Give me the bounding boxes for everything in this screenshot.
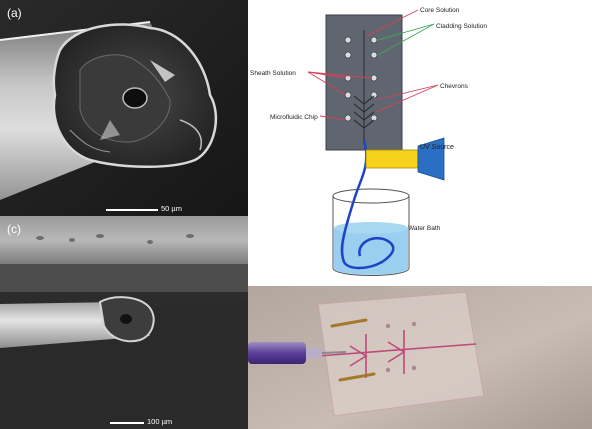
label-water-bath: Water Bath bbox=[408, 225, 441, 232]
sem-side-view-drawing bbox=[0, 216, 248, 429]
panel-letter-c: (c) bbox=[7, 222, 21, 236]
scale-bar-c bbox=[110, 422, 144, 424]
beaker-outline bbox=[332, 196, 410, 276]
label-uv-source: UV Source bbox=[420, 144, 454, 151]
sem-cross-section-drawing bbox=[0, 0, 248, 216]
label-core-solution: Core Solution bbox=[420, 7, 460, 14]
label-cladding-solution: Cladding Solution bbox=[436, 23, 487, 30]
scale-label-c: 100 µm bbox=[147, 417, 173, 426]
syringe-icon bbox=[248, 342, 306, 364]
water-fill bbox=[334, 228, 408, 275]
uv-source-body bbox=[365, 149, 419, 169]
panel-letter-a: (a) bbox=[7, 6, 22, 20]
label-microfluidic-chip: Microfluidic Chip bbox=[270, 114, 318, 121]
scale-label-a: 50 µm bbox=[161, 204, 182, 213]
microfluidic-schematic: Core Solution Cladding Solution Sheath S… bbox=[248, 0, 592, 286]
label-sheath-solution: Sheath Solution bbox=[250, 70, 296, 77]
scale-bar-a bbox=[106, 209, 158, 211]
label-chevrons: Chevrons bbox=[440, 83, 469, 90]
chip-photo bbox=[248, 286, 592, 429]
schematic-drawing: Core Solution Cladding Solution Sheath S… bbox=[250, 7, 487, 276]
sem-image-cross-section: (a) 50 µm bbox=[0, 0, 248, 216]
uv-source-head bbox=[417, 137, 445, 181]
chip-photo-drawing bbox=[248, 286, 592, 429]
sem-image-side-view: (c) 100 µm bbox=[0, 216, 248, 429]
chevron-marks bbox=[353, 95, 375, 129]
